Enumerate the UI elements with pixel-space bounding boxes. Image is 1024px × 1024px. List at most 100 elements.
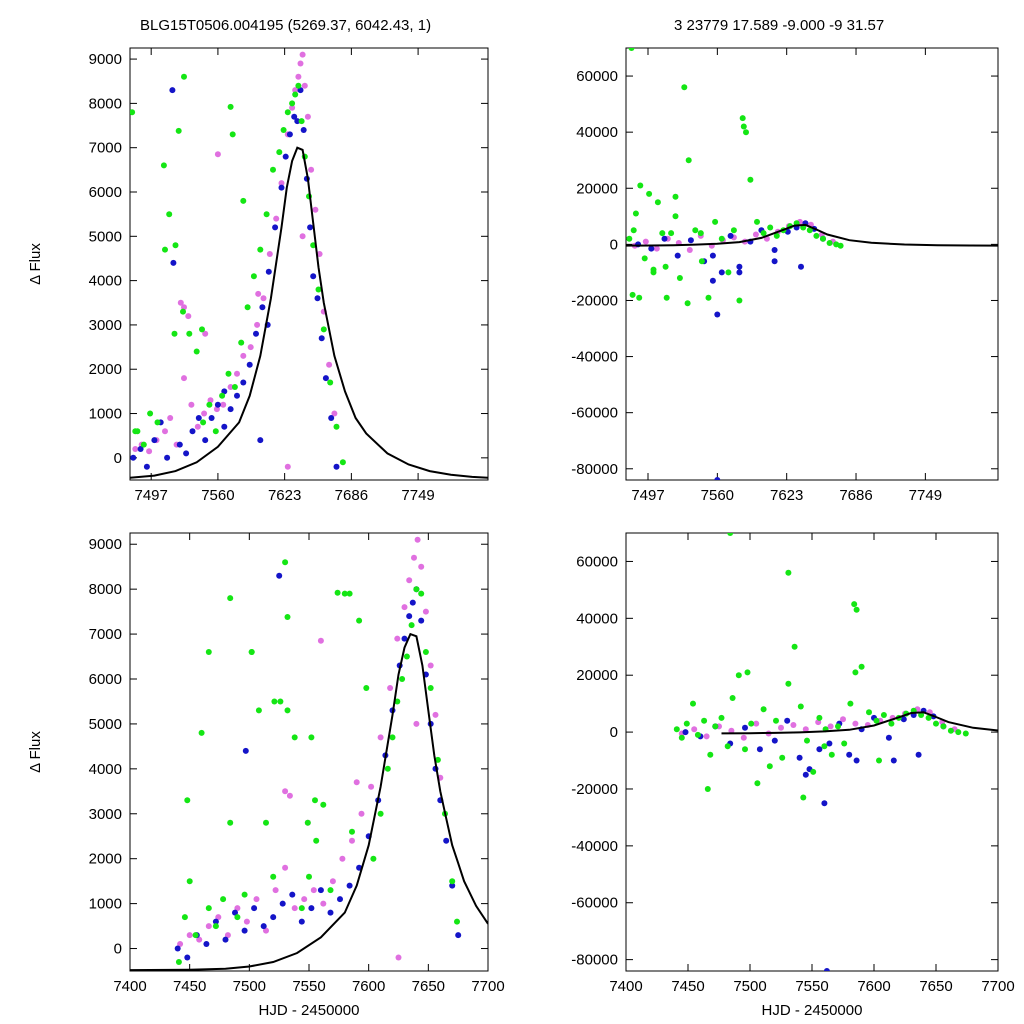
x-tick-label: 7650 [412, 978, 445, 995]
data-point [748, 720, 755, 727]
y-tick-label: 2000 [89, 361, 122, 378]
series-blue [130, 87, 340, 470]
data-point [358, 810, 365, 817]
panels: 7497 7560 7623 7686 7749 0 1000 2000 3000 4000 500… [27, 47, 1015, 1019]
data-point [130, 109, 136, 116]
y-tick-label: -80000 [571, 461, 618, 478]
data-point [725, 269, 732, 276]
data-point [238, 339, 245, 346]
data-point [816, 714, 823, 721]
x-tick-label: 7400 [609, 978, 642, 995]
data-point [208, 415, 215, 421]
data-point [377, 810, 384, 817]
plot-area [130, 51, 488, 479]
data-point [642, 238, 649, 245]
data-point [334, 589, 341, 596]
data-point [272, 224, 279, 231]
data-point [676, 275, 683, 281]
data-point [853, 757, 860, 764]
y-axis-title: Δ Flux [27, 731, 44, 773]
data-point [873, 717, 880, 724]
data-point [729, 695, 736, 701]
data-point [329, 878, 336, 885]
data-point [220, 401, 227, 408]
data-point [718, 714, 725, 721]
data-point [876, 757, 882, 764]
data-point [333, 463, 340, 470]
data-point [231, 384, 238, 390]
data-point [151, 437, 158, 444]
y-tick-label: 20000 [576, 180, 618, 197]
series-green [673, 533, 969, 801]
data-point [853, 606, 860, 613]
data-point [247, 344, 254, 351]
data-point [395, 954, 402, 961]
y-tick-label: 0 [114, 450, 122, 467]
data-point [900, 716, 907, 723]
data-point [327, 379, 334, 386]
data-point [346, 590, 353, 597]
data-point [798, 263, 804, 270]
data-point [394, 635, 401, 642]
data-point [773, 717, 779, 724]
x-tick-label: 7500 [733, 978, 766, 995]
data-point [199, 326, 205, 333]
data-point [291, 905, 298, 912]
data-point [673, 726, 680, 733]
data-point [728, 727, 735, 734]
data-point [326, 361, 333, 368]
data-point [265, 268, 272, 275]
data-point [736, 297, 743, 304]
data-point [810, 768, 817, 775]
data-point [962, 730, 969, 737]
y-tick-label: 40000 [576, 610, 618, 627]
y-tick-label: -20000 [571, 292, 618, 309]
data-point [341, 590, 348, 597]
data-point [282, 153, 289, 160]
data-point [740, 734, 747, 741]
data-point [227, 103, 234, 110]
data-point [186, 878, 193, 885]
data-point [784, 717, 791, 724]
data-point [263, 211, 270, 218]
data-point [176, 441, 183, 448]
data-point [454, 918, 460, 925]
data-point [276, 149, 283, 156]
data-point [183, 450, 190, 457]
panel-bottom-right: 7400 7450 7500 7550 7600 7650 7700 -80000 -60000… [571, 532, 1015, 1019]
data-point [314, 295, 321, 302]
data-point [297, 60, 304, 67]
x-tick-label: 7400 [113, 978, 146, 995]
data-point [234, 905, 241, 912]
data-point [835, 723, 841, 730]
data-point [414, 536, 421, 543]
data-point [681, 84, 688, 91]
data-point [307, 224, 314, 231]
data-point [885, 734, 892, 741]
data-point [299, 51, 306, 58]
data-point [284, 109, 291, 116]
data-point [222, 936, 229, 943]
data-point [304, 113, 311, 120]
data-point [368, 783, 375, 790]
data-point [709, 252, 716, 259]
data-point [767, 224, 774, 231]
data-point [201, 410, 208, 417]
data-point [626, 235, 633, 242]
data-point [308, 166, 315, 173]
data-point [166, 211, 173, 218]
data-point [292, 91, 299, 98]
data-point [298, 118, 305, 125]
data-point [227, 406, 234, 413]
data-point [289, 100, 296, 107]
data-point [630, 227, 637, 234]
y-tick-label: 7000 [89, 140, 122, 157]
data-point [422, 608, 429, 615]
data-point [739, 115, 746, 122]
data-point [196, 936, 203, 943]
x-tick-label: 7497 [134, 487, 167, 504]
y-tick-label: -80000 [571, 952, 618, 969]
data-point [251, 905, 258, 912]
data-point [727, 533, 734, 536]
data-point [714, 477, 721, 480]
